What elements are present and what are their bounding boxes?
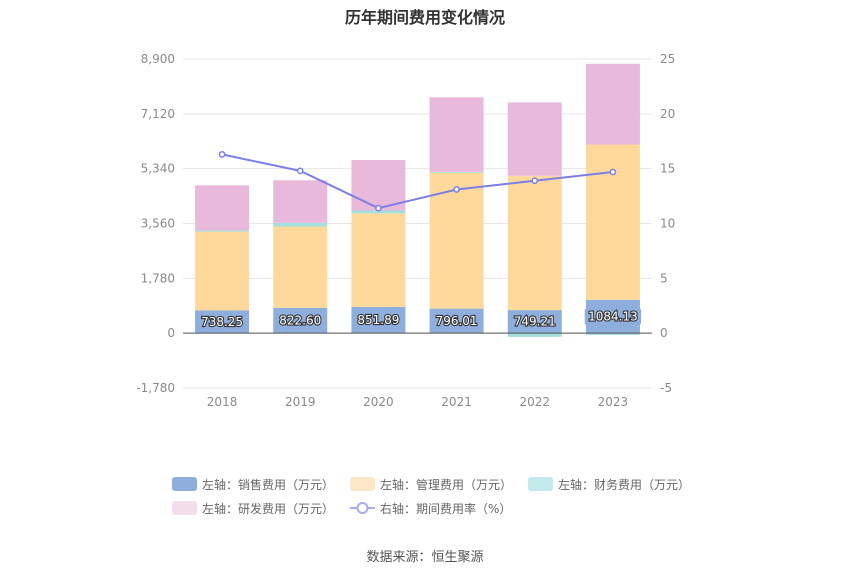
legend-label-finance: 左轴：财务费用（万元） [558, 477, 691, 492]
bar-finance-2018 [195, 230, 250, 232]
bars [195, 63, 640, 337]
bar-finance-2023 [585, 333, 640, 336]
rate-point-2021 [453, 186, 460, 193]
legend-label-rate: 右轴：期间费用率（%） [380, 501, 512, 516]
bar-rd-2020 [351, 159, 406, 211]
right-axis-tick-label: 20 [660, 107, 675, 121]
bar-admin-2020 [351, 213, 406, 307]
rate-point-2019 [296, 167, 304, 175]
x-axis-tick-label: 2023 [598, 395, 629, 409]
bar-data-label: 822.60 [279, 313, 321, 327]
bar-data-label: 851.89 [357, 313, 399, 327]
bar-labels: 738.25 822.60 851.89 796.01 749.21 1084.13 [197, 308, 642, 330]
left-axis-tick-label: 1,780 [141, 271, 175, 285]
bar-data-label: 796.01 [436, 314, 478, 328]
legend-label-rd: 左轴：研发费用（万元） [202, 501, 335, 516]
left-axis-tick-label: 8,900 [141, 52, 175, 66]
bar-label-bg [510, 313, 560, 330]
rate-line [218, 151, 617, 212]
bar-label-bg [584, 308, 642, 325]
bar-admin-2018 [195, 231, 250, 311]
right-axis-tick-label: 15 [660, 162, 675, 176]
bar-rd-2018 [195, 185, 250, 231]
data-source: 数据来源：恒生聚源 [366, 550, 484, 565]
left-axis-tick-label: 7,120 [141, 107, 175, 121]
chart-title: 历年期间费用变化情况 [344, 8, 505, 27]
gridlines [183, 58, 652, 389]
rate-line-path [221, 153, 614, 210]
legend-swatch-rd [172, 501, 197, 515]
rate-point-2023 [609, 168, 617, 176]
legend-item-sales[interactable]: 左轴：销售费用（万元） [172, 476, 334, 493]
legend-item-rd[interactable]: 左轴：研发费用（万元） [172, 500, 334, 517]
rate-point-2020 [375, 204, 382, 212]
legend-item-rate[interactable]: 右轴：期间费用率（%） [350, 500, 511, 517]
right-axis-tick-label: 0 [660, 326, 668, 340]
bar-rd-2023 [585, 63, 640, 145]
bar-label-bg [431, 312, 482, 329]
bar-label-bg [197, 313, 247, 330]
legend-label-admin: 左轴：管理费用（万元） [380, 477, 513, 492]
x-axis-tick-label: 2022 [519, 395, 550, 409]
rate-point-2022 [531, 177, 539, 185]
bar-admin-2022 [507, 175, 562, 311]
legend-item-finance[interactable]: 左轴：财务费用（万元） [528, 476, 690, 493]
right-axis-tick-label: 5 [660, 271, 668, 285]
legend-line-icon [350, 502, 376, 514]
x-axis-tick-label: 2021 [441, 395, 472, 409]
bar-finance-2019 [273, 222, 328, 227]
legend-swatch-admin [350, 477, 376, 491]
right-axis-tick-label: -5 [660, 381, 672, 395]
bar-admin-2021 [429, 172, 484, 309]
bar-data-label: 738.25 [201, 315, 243, 329]
bar-rd-2022 [507, 102, 562, 176]
legend-swatch-sales [172, 477, 197, 491]
x-axis-tick-label: 2020 [363, 395, 394, 409]
bar-label-bg [353, 312, 404, 329]
bar-data-label: 749.21 [514, 315, 556, 329]
left-axis-tick-label: -1,780 [136, 381, 175, 395]
legend-item-admin[interactable]: 左轴：管理费用（万元） [350, 476, 512, 493]
x-axis-tick-label: 2018 [207, 395, 238, 409]
rate-point-2018 [218, 151, 226, 158]
bar-rd-2019 [273, 180, 328, 223]
right-axis-tick-label: 10 [660, 217, 675, 231]
legend: 左轴：销售费用（万元） 左轴：管理费用（万元） 左轴：财务费用（万元） 左轴：研… [172, 472, 712, 520]
left-axis-tick-label: 3,560 [141, 217, 175, 231]
legend-swatch-finance [528, 477, 554, 491]
bar-admin-2019 [273, 226, 328, 308]
bar-rd-2021 [429, 97, 484, 172]
right-axis-tick-label: 25 [660, 52, 675, 66]
bar-finance-2022 [507, 333, 562, 337]
axes: -1,780 0 1,780 3,560 5,340 7,120 8,900 -5 0 5 10 15… [136, 52, 675, 409]
bar-data-label: 1084.13 [588, 309, 638, 323]
left-axis-tick-label: 5,340 [141, 162, 175, 176]
bar-admin-2023 [585, 144, 640, 300]
bar-label-bg [275, 312, 325, 329]
bar-finance-2021 [429, 171, 484, 173]
x-axis-tick-label: 2019 [285, 395, 316, 409]
left-axis-tick-label: 0 [167, 326, 175, 340]
legend-label-sales: 左轴：销售费用（万元） [202, 477, 335, 492]
bar-finance-2020 [351, 210, 406, 214]
